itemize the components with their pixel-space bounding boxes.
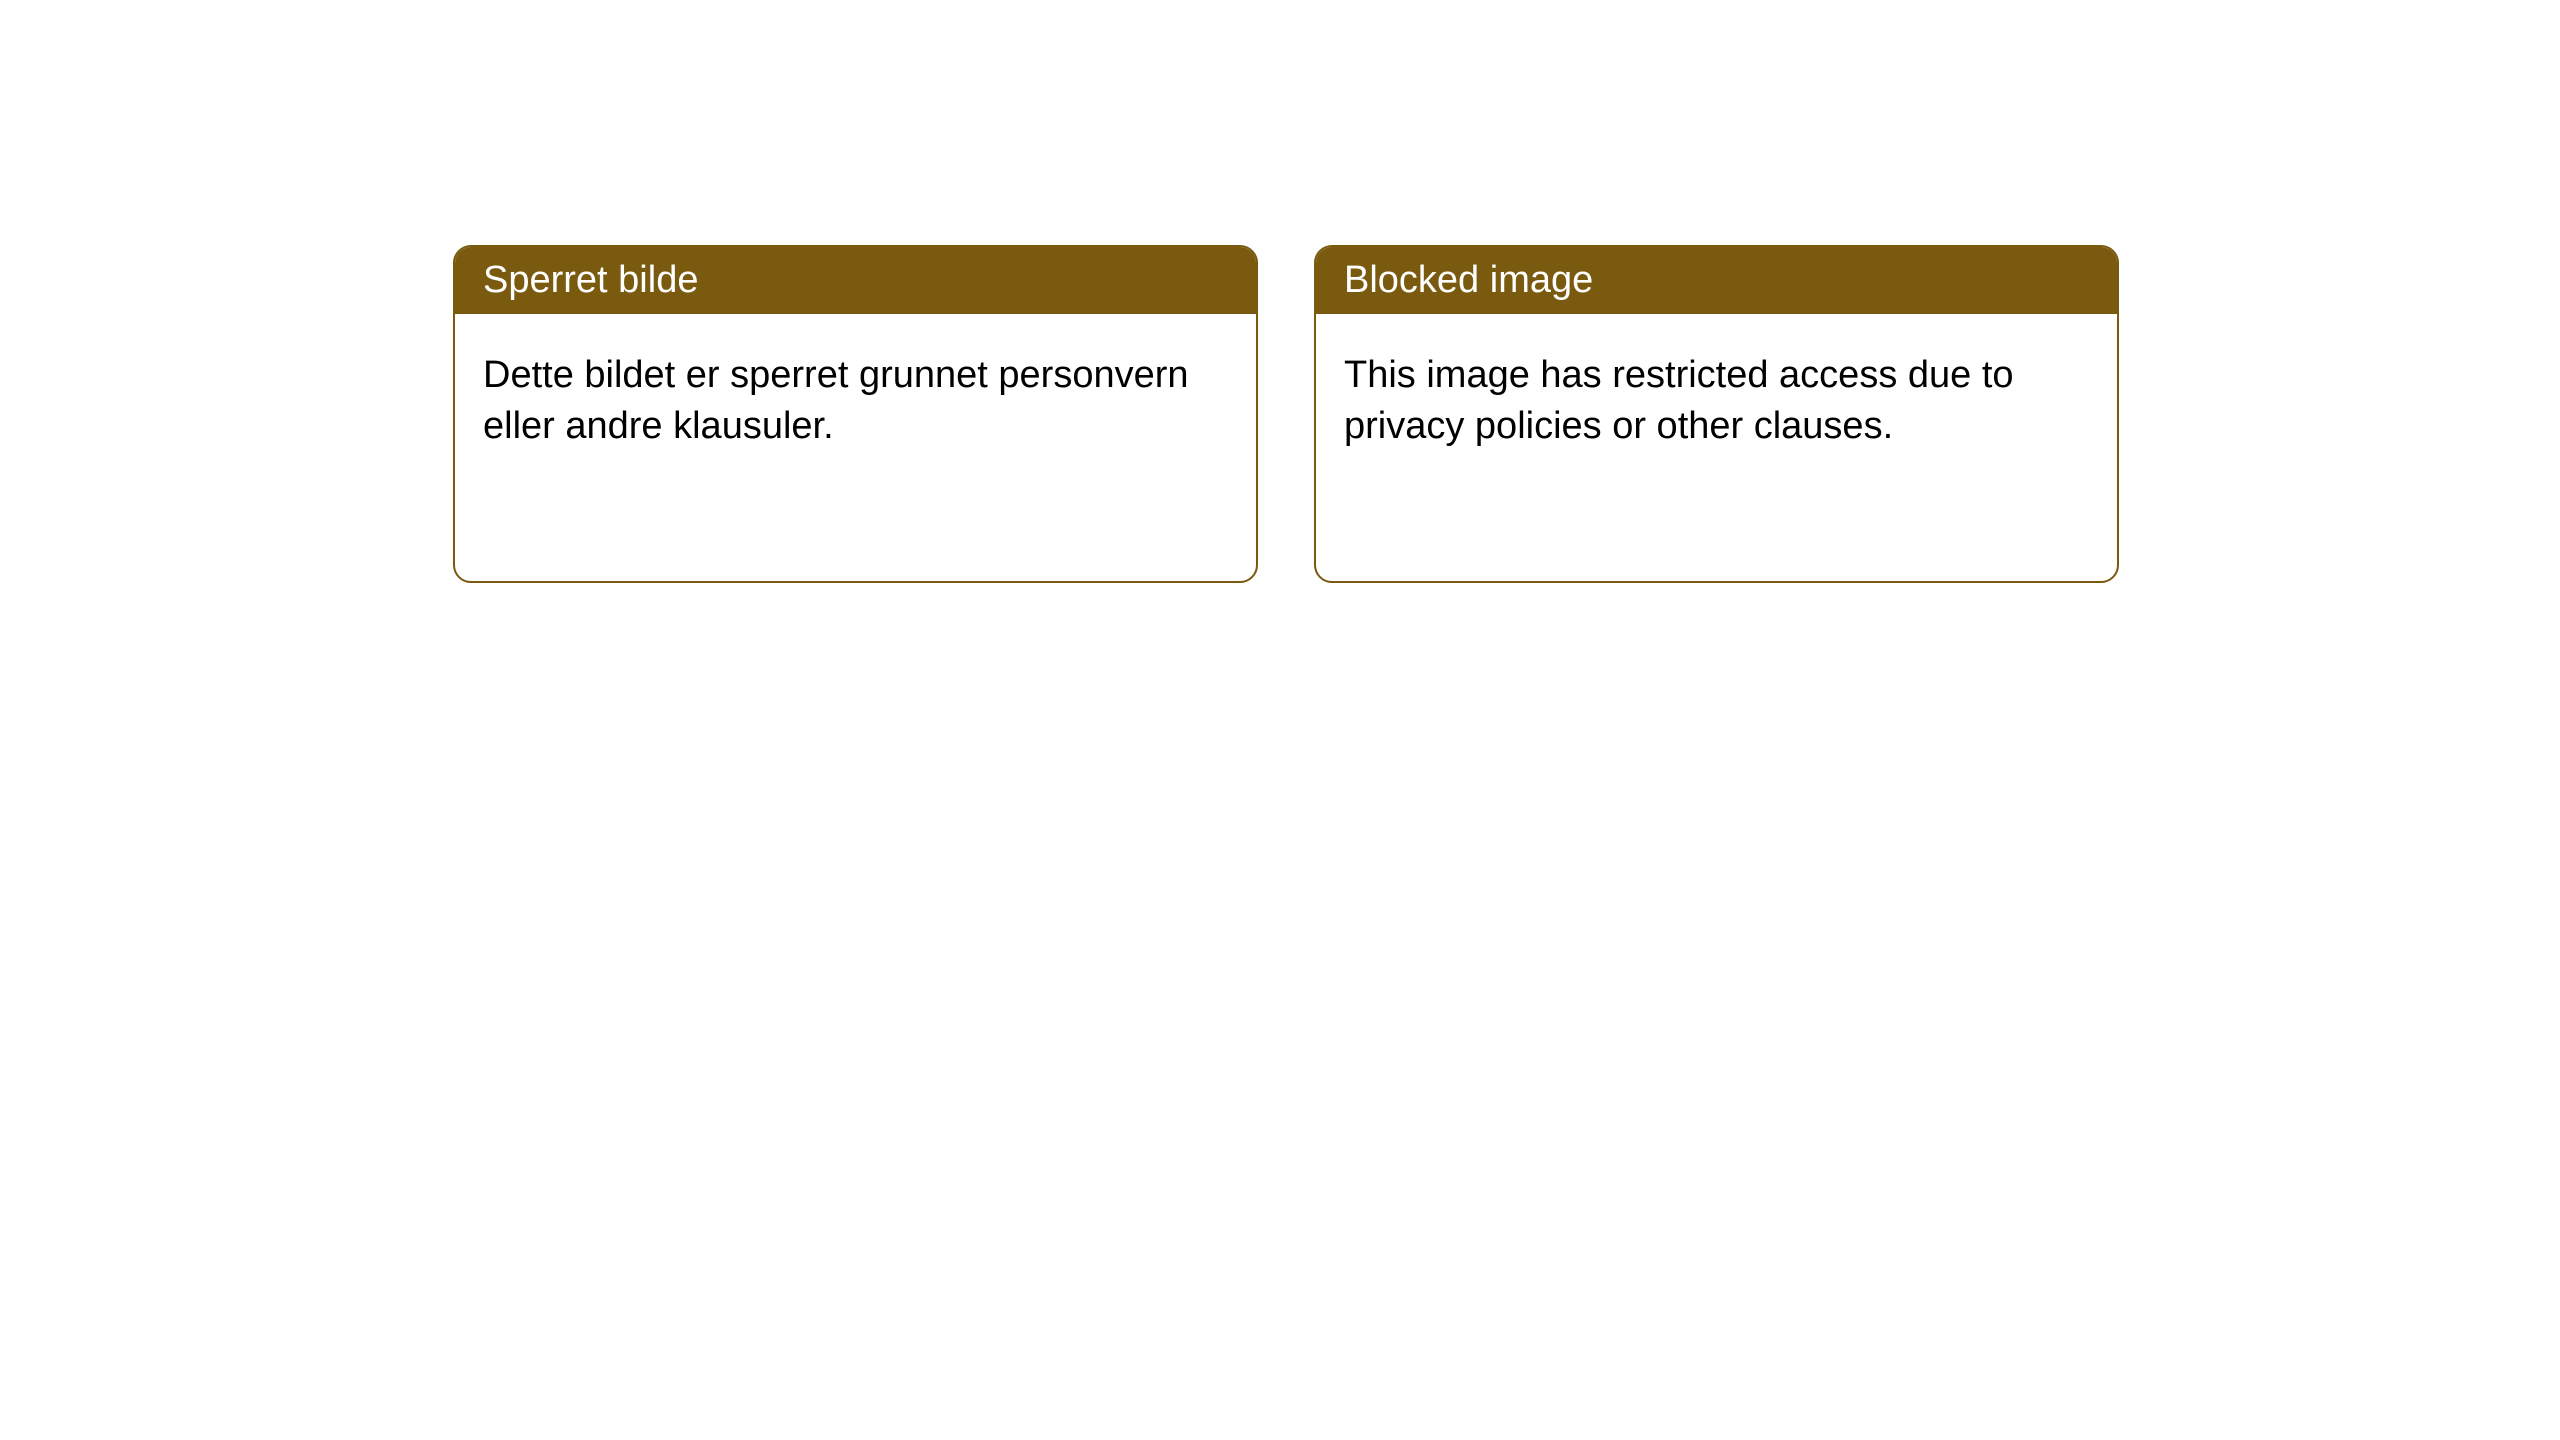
notice-card-english: Blocked image This image has restricted … (1314, 245, 2119, 583)
notice-title-english: Blocked image (1316, 247, 2117, 314)
blocked-image-notices: Sperret bilde Dette bildet er sperret gr… (453, 245, 2119, 583)
notice-title-norwegian: Sperret bilde (455, 247, 1256, 314)
notice-body-norwegian: Dette bildet er sperret grunnet personve… (455, 314, 1256, 489)
notice-card-norwegian: Sperret bilde Dette bildet er sperret gr… (453, 245, 1258, 583)
notice-body-english: This image has restricted access due to … (1316, 314, 2117, 489)
